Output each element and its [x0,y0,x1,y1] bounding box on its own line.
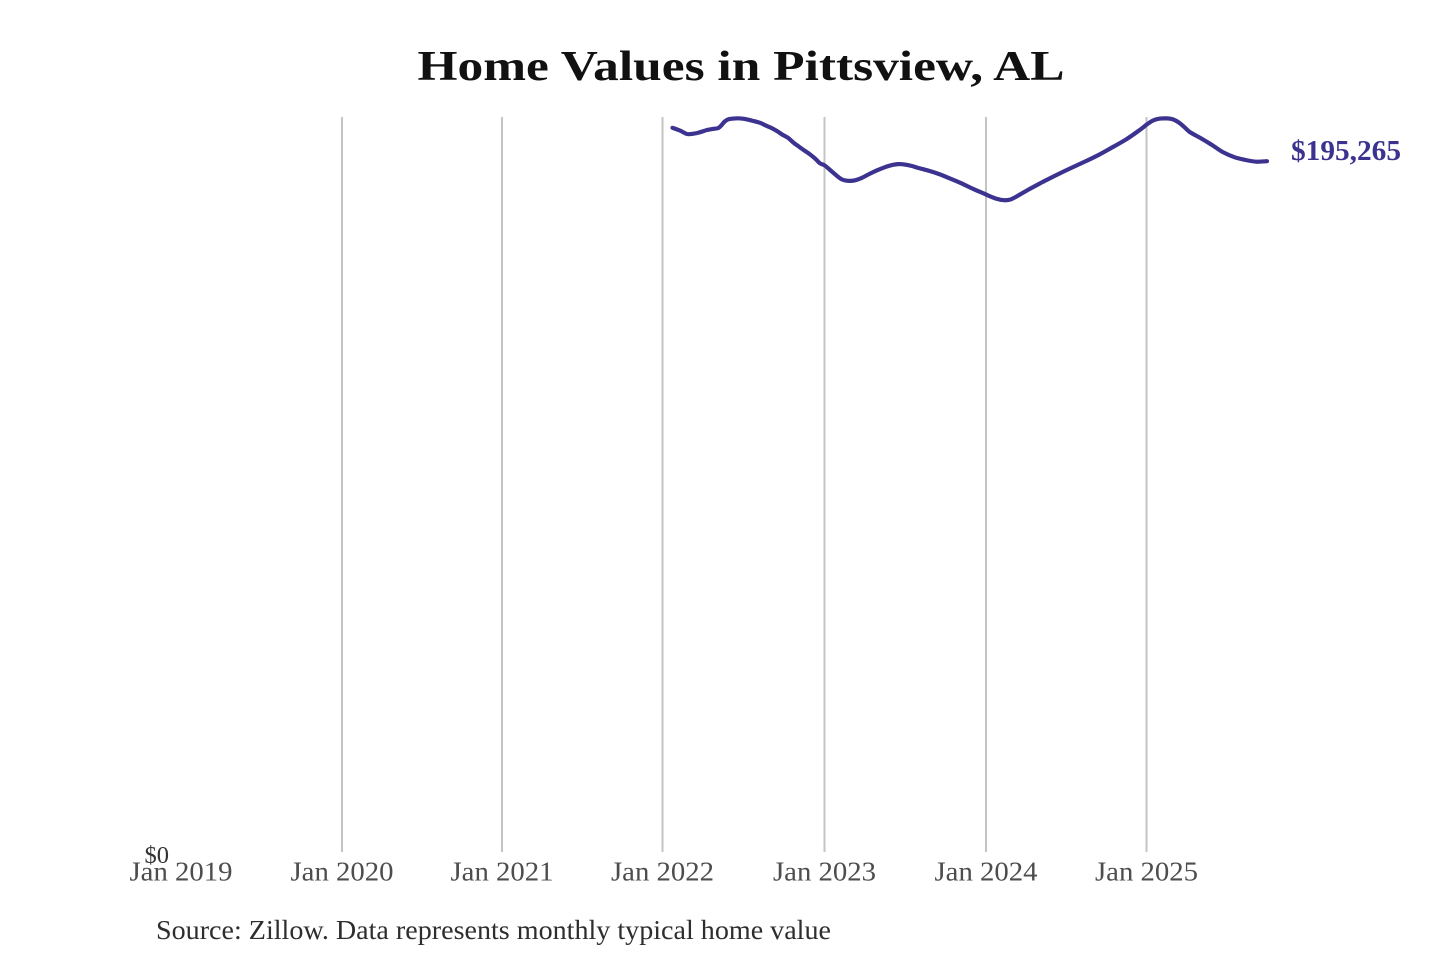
svg-text:Jan 2022: Jan 2022 [611,856,714,887]
svg-text:Jan 2020: Jan 2020 [291,856,394,887]
svg-text:$195,265: $195,265 [1291,136,1401,167]
svg-text:Home Values in Pittsview, AL: Home Values in Pittsview, AL [418,44,1065,90]
svg-text:Jan 2021: Jan 2021 [451,856,554,887]
svg-text:Jan 2025: Jan 2025 [1095,856,1198,887]
svg-text:Jan 2019: Jan 2019 [130,856,233,887]
svg-text:Jan 2023: Jan 2023 [773,856,876,887]
svg-text:Source: Zillow. Data represent: Source: Zillow. Data represents monthly … [156,915,831,945]
svg-text:$0: $0 [145,842,170,869]
svg-text:Jan 2024: Jan 2024 [935,856,1038,887]
